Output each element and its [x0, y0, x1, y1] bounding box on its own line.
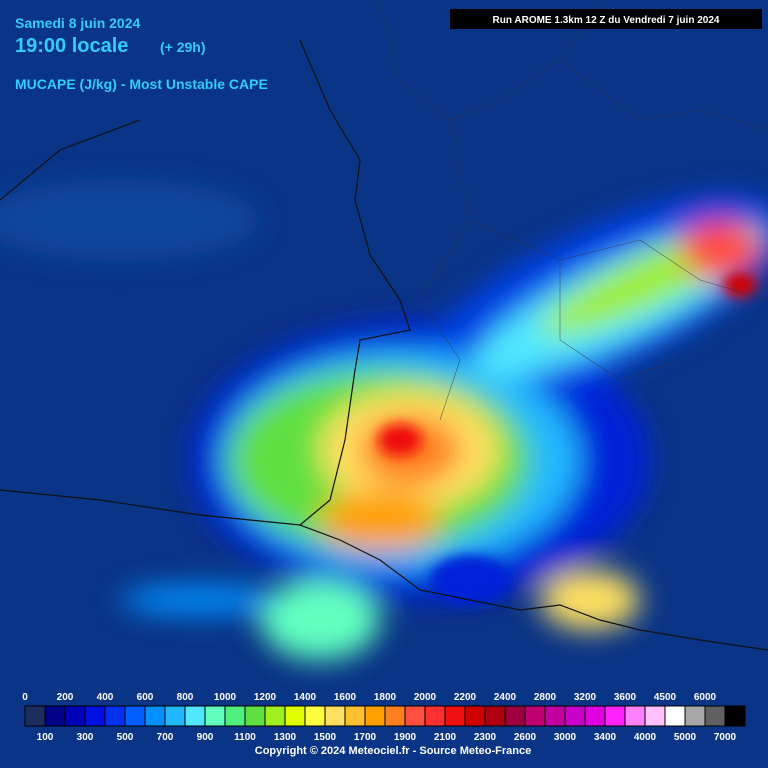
legend-label: 800 [177, 692, 194, 703]
legend-swatch [584, 705, 606, 727]
legend-label: 5000 [674, 732, 697, 743]
legend-label: 1600 [334, 692, 357, 703]
legend-label: 1100 [234, 732, 256, 743]
legend-label: 300 [77, 732, 94, 743]
legend-label: 1400 [294, 692, 317, 703]
legend-label: 2400 [494, 692, 517, 703]
legend-swatch [384, 705, 406, 727]
legend-swatch [304, 705, 326, 727]
legend-swatch [184, 705, 206, 727]
legend-swatch [264, 705, 286, 727]
legend-swatch [484, 705, 506, 727]
legend-swatch [524, 705, 546, 727]
legend-swatch [124, 705, 146, 727]
legend-swatch [464, 705, 486, 727]
legend-swatch [724, 705, 746, 727]
legend: 0 100 200 300 400 500 600 700 800 900 1000 1100 1200… [22, 692, 746, 743]
legend-label: 7000 [714, 732, 737, 743]
legend-label: 2100 [434, 732, 457, 743]
legend-swatch [204, 705, 226, 727]
run-box [450, 9, 762, 29]
legend-label: 1000 [214, 692, 237, 703]
legend-swatch [164, 705, 186, 727]
legend-label: 600 [137, 692, 154, 703]
legend-swatch [604, 705, 626, 727]
legend-swatch [284, 705, 306, 727]
legend-swatch [324, 705, 346, 727]
run-info: Run AROME 1.3km 12 Z du Vendredi 7 juin … [493, 15, 720, 26]
legend-swatch [544, 705, 566, 727]
cape-core [724, 273, 756, 297]
legend-swatch [644, 705, 666, 727]
legend-swatch [244, 705, 266, 727]
cape-low [430, 555, 510, 605]
legend-swatch [424, 705, 446, 727]
legend-label: 3400 [594, 732, 617, 743]
legend-label: 400 [97, 692, 114, 703]
legend-swatch [24, 705, 46, 727]
legend-label: 2600 [514, 732, 537, 743]
cape-field [0, 180, 768, 660]
legend-label: 2000 [414, 692, 437, 703]
legend-label: 1300 [274, 732, 297, 743]
legend-label: 4000 [634, 732, 657, 743]
legend-swatch [84, 705, 106, 727]
legend-swatch [64, 705, 86, 727]
legend-swatch [664, 705, 686, 727]
legend-swatch [404, 705, 426, 727]
legend-swatch [344, 705, 366, 727]
borders [379, 0, 768, 421]
legend-swatch [44, 705, 66, 727]
legend-swatch [104, 705, 126, 727]
legend-label: 2200 [454, 692, 477, 703]
legend-label: 1900 [394, 732, 417, 743]
time: 19:00 locale [15, 35, 128, 57]
legend-swatch [704, 705, 726, 727]
legend-swatch [364, 705, 386, 727]
legend-label: 2800 [534, 692, 557, 703]
legend-label: 0 [22, 692, 28, 703]
legend-label: 2300 [474, 732, 497, 743]
lead-time: (+ 29h) [160, 39, 206, 55]
legend-swatch [504, 705, 526, 727]
legend-label: 1500 [314, 732, 337, 743]
date: Samedi 8 juin 2024 [15, 15, 140, 31]
legend-swatch [224, 705, 246, 727]
legend-label: 3600 [614, 692, 637, 703]
legend-swatch [684, 705, 706, 727]
legend-label: 6000 [694, 692, 717, 703]
legend-label: 1800 [374, 692, 397, 703]
legend-swatch [444, 705, 466, 727]
legend-label: 200 [57, 692, 74, 703]
copyright: Copyright © 2024 Meteociel.fr - Source M… [255, 745, 531, 757]
coastline [0, 39, 768, 651]
legend-label: 500 [117, 732, 134, 743]
legend-label: 4500 [654, 692, 677, 703]
legend-label: 100 [37, 732, 54, 743]
cape-core [378, 424, 422, 456]
legend-swatch [624, 705, 646, 727]
parameter: MUCAPE (J/kg) - Most Unstable CAPE [15, 76, 268, 92]
legend-label: 900 [197, 732, 214, 743]
legend-label: 3200 [574, 692, 597, 703]
legend-swatch [144, 705, 166, 727]
legend-label: 700 [157, 732, 174, 743]
legend-label: 3000 [554, 732, 577, 743]
legend-label: 1200 [254, 692, 277, 703]
legend-swatch [564, 705, 586, 727]
legend-label: 1700 [354, 732, 377, 743]
